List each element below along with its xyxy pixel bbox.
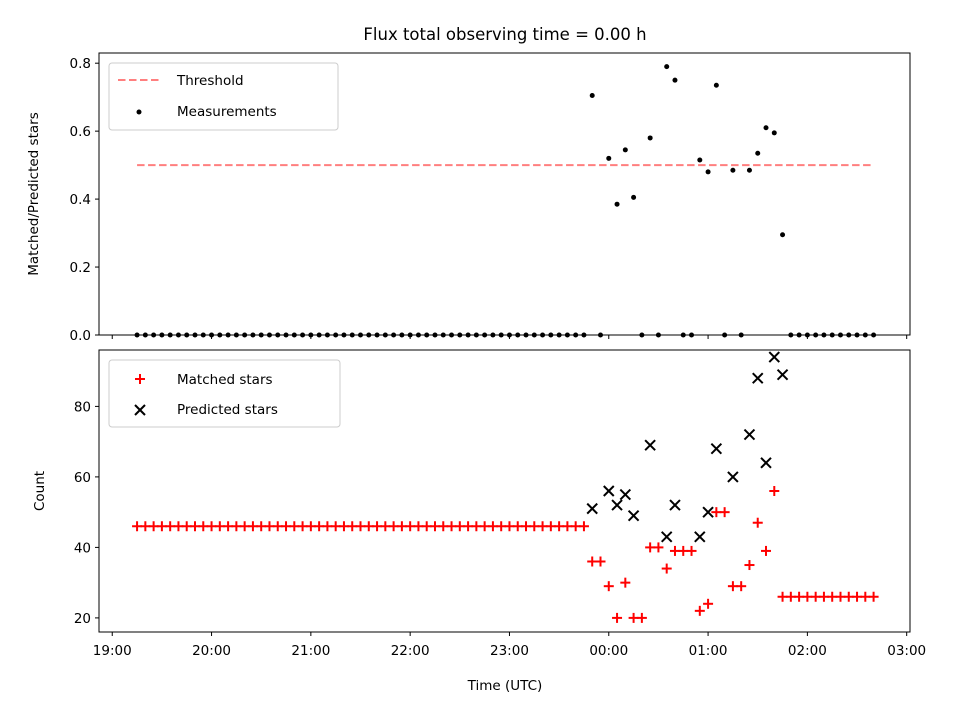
measurements-point — [589, 92, 595, 98]
measurements-point — [705, 169, 711, 175]
legend-measurements-swatch — [136, 109, 142, 115]
predicted-stars-point — [603, 485, 615, 497]
measurements-point — [697, 157, 703, 163]
x-tick-label: 20:00 — [192, 643, 231, 659]
x-tick-label: 01:00 — [689, 643, 728, 659]
x-tick-label: 03:00 — [887, 643, 926, 659]
predicted-stars-point — [627, 509, 640, 522]
matched-stars-point — [686, 545, 697, 556]
predicted-stars-point — [619, 488, 632, 501]
bottom-legend-box — [108, 359, 341, 428]
bottom-legend: Matched stars Predicted stars — [108, 359, 341, 428]
top-y-axis-label: Matched/Predicted stars — [26, 112, 42, 275]
matched-stars-point — [661, 563, 672, 574]
x-tick-label: 02:00 — [788, 643, 827, 659]
measurements-point — [614, 201, 620, 207]
matched-stars-point — [761, 545, 772, 556]
matched-stars-point — [744, 560, 755, 571]
top-legend-box — [108, 62, 339, 131]
matched-stars-point — [703, 598, 714, 609]
predicted-stars-point — [752, 372, 764, 384]
predicted-stars-point — [776, 368, 789, 381]
predicted-stars-point — [660, 531, 673, 543]
matched-stars-point — [736, 581, 747, 592]
measurements-point — [763, 125, 769, 131]
matched-stars-point — [578, 521, 589, 532]
bottom-x-ticks: 19:00 20:00 21:00 22:00 23:00 00:00 01:00 02:00… — [93, 632, 926, 659]
matched-stars-point — [719, 507, 730, 518]
legend-measurements-label: Measurements — [177, 104, 277, 120]
predicted-stars-point — [586, 502, 598, 515]
top-x-ticks — [111, 335, 908, 339]
matched-stars-point — [620, 577, 631, 588]
predicted-stars-point — [644, 439, 656, 451]
predicted-stars-point — [694, 531, 706, 543]
top-plot-frame — [98, 52, 911, 336]
y-tick-label: 20 — [74, 611, 91, 627]
x-axis-label: Time (UTC) — [467, 678, 543, 694]
predicted-stars-point — [743, 428, 756, 441]
measurements-point — [664, 64, 670, 70]
y-tick-label: 0.6 — [70, 124, 91, 140]
y-tick-label: 0.0 — [70, 328, 91, 344]
measurements-point — [622, 147, 628, 153]
x-tick-label: 22:00 — [391, 643, 430, 659]
measurements-point — [713, 82, 719, 88]
bottom-y-ticks: 20 40 60 80 — [74, 399, 99, 627]
measurements-point — [771, 130, 777, 136]
matched-stars-point — [636, 612, 647, 623]
matched-stars-point — [603, 581, 614, 592]
y-tick-label: 0.2 — [70, 260, 91, 276]
legend-matched-label: Matched stars — [177, 372, 273, 388]
legend-threshold-label: Threshold — [176, 73, 244, 89]
counts-layer — [132, 351, 879, 623]
matched-stars-point — [653, 542, 664, 553]
legend-predicted-swatch — [134, 404, 146, 416]
measurements-point — [606, 155, 612, 161]
legend-matched-swatch — [135, 374, 145, 384]
bottom-y-axis-label: Count — [32, 471, 48, 511]
y-tick-label: 0.8 — [70, 56, 91, 72]
top-panel: 0.00.20.40.60.8 Matched/Predicted stars … — [26, 52, 911, 344]
predicted-stars-point — [669, 499, 681, 511]
predicted-stars-point — [727, 471, 739, 483]
x-tick-label: 23:00 — [490, 643, 529, 659]
x-tick-label: 21:00 — [291, 643, 330, 659]
y-tick-label: 40 — [74, 540, 91, 556]
matched-stars-point — [612, 612, 623, 623]
matched-stars-point — [769, 486, 780, 496]
bottom-plot-frame — [98, 349, 911, 633]
measurements-point — [647, 135, 653, 141]
predicted-stars-point — [710, 442, 723, 455]
legend-predicted-label: Predicted stars — [177, 402, 278, 418]
matched-stars-point — [868, 591, 879, 602]
top-y-ticks: 0.0 0.2 0.4 0.6 0.8 — [70, 56, 99, 344]
measurements-point — [730, 167, 736, 173]
matched-stars-point — [595, 556, 606, 567]
y-tick-label: 60 — [74, 470, 91, 486]
y-tick-label: 80 — [74, 399, 91, 415]
chart-title: Flux total observing time = 0.00 h — [363, 25, 646, 44]
predicted-stars-point — [702, 506, 714, 518]
measurements-point — [672, 77, 678, 83]
measurements-point — [631, 194, 637, 200]
bottom-panel: 20 40 60 80 19:00 20:00 21:00 22:00 23:00 00:00 0… — [32, 349, 926, 694]
predicted-stars-point — [768, 351, 780, 363]
measurements-point — [746, 167, 752, 173]
predicted-stars-point — [611, 499, 623, 511]
matched-stars-point — [694, 605, 705, 616]
matched-stars-point — [752, 517, 763, 528]
measurements-point — [755, 150, 761, 156]
top-legend: Threshold Measurements — [108, 62, 339, 131]
measurements-point — [780, 232, 786, 238]
measurements-layer — [134, 64, 877, 338]
x-tick-label: 00:00 — [589, 643, 628, 659]
x-tick-label: 19:00 — [93, 643, 132, 659]
predicted-stars-point — [760, 457, 772, 469]
y-tick-label: 0.4 — [70, 192, 91, 208]
